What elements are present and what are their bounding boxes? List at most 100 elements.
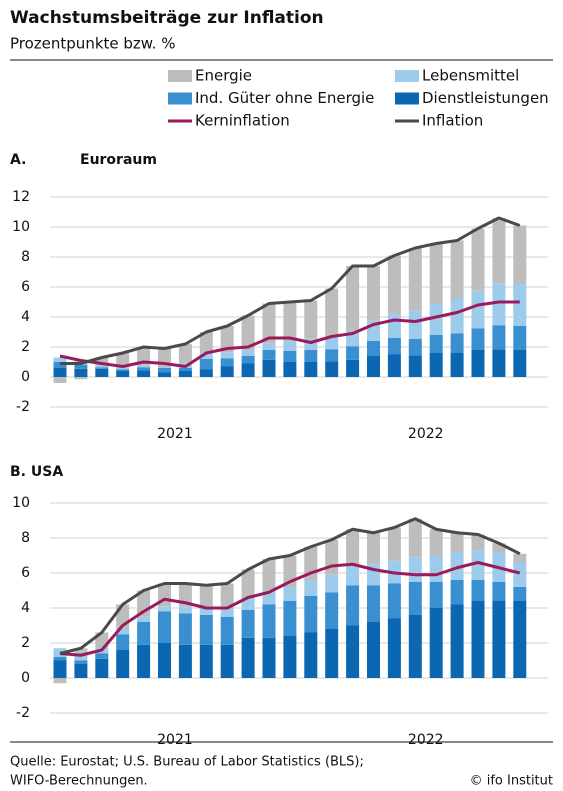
- bar-segment: [116, 371, 130, 377]
- bar-segment: [450, 580, 464, 605]
- bar-segment: [325, 539, 339, 575]
- bar-segment: [262, 637, 276, 678]
- bar-segment: [74, 365, 88, 369]
- bar-segment: [492, 543, 506, 552]
- bar-segment: [346, 266, 360, 331]
- bar-segment: [450, 333, 464, 353]
- bar-segment: [220, 583, 234, 607]
- panel-title: Euroraum: [80, 152, 157, 168]
- bar-segment: [116, 629, 130, 635]
- legend-swatch: [395, 92, 419, 105]
- bar-segment: [346, 566, 360, 586]
- bar-segment: [262, 559, 276, 591]
- bar-segment: [262, 303, 276, 344]
- bar-segment: [178, 344, 192, 363]
- y-tick-label: 6: [21, 279, 30, 295]
- bar-segment: [429, 353, 443, 377]
- bar-segment: [220, 616, 234, 645]
- bar-segment: [429, 243, 443, 304]
- bar-segment: [429, 555, 443, 582]
- bar-segment: [95, 364, 109, 368]
- bar-segment: [513, 562, 527, 587]
- bar-segment: [199, 359, 213, 370]
- bar-segment: [304, 300, 318, 339]
- bar-segment: [116, 369, 130, 371]
- bar-segment: [74, 648, 88, 652]
- bar-segment: [220, 606, 234, 617]
- bar-segment: [137, 365, 151, 368]
- bar-segment: [408, 310, 422, 339]
- bar-segment: [429, 529, 443, 556]
- bar-segment: [137, 367, 151, 371]
- y-tick-label: 0: [21, 369, 30, 385]
- bar-segment: [241, 350, 255, 356]
- bar-segment: [367, 356, 380, 377]
- bar-segment: [262, 343, 276, 350]
- bar-segment: [74, 377, 88, 380]
- bar-segment: [325, 361, 339, 377]
- bar-segment: [408, 581, 422, 615]
- bar-segment: [513, 553, 527, 563]
- bar-segment: [178, 368, 192, 371]
- bar-segment: [325, 335, 339, 350]
- bar-segment: [325, 629, 339, 678]
- bar-segment: [387, 255, 401, 314]
- bar-segment: [387, 527, 401, 561]
- bar-segment: [450, 604, 464, 678]
- line: [60, 216, 521, 365]
- legend-label: Kerninflation: [195, 112, 290, 130]
- line: [59, 300, 520, 368]
- bar-segment: [346, 585, 360, 626]
- legend-swatch: [395, 70, 419, 82]
- bar-segment: [95, 357, 109, 365]
- credit: © ifo Institut: [470, 774, 553, 789]
- bar-segment: [262, 350, 276, 360]
- bar-segment: [158, 606, 171, 612]
- bar-segment: [241, 637, 255, 678]
- bar-segment: [513, 225, 527, 284]
- bar-segment: [74, 664, 88, 678]
- bar-segment: [283, 341, 297, 351]
- bar-segment: [199, 353, 213, 359]
- bar-segment: [471, 290, 485, 329]
- bar-segment: [304, 595, 318, 633]
- y-tick-label: 4: [21, 309, 30, 325]
- bar-segment: [283, 601, 297, 636]
- y-tick-label: 12: [12, 189, 30, 205]
- bar-segment: [158, 366, 171, 368]
- bar-segment: [158, 643, 171, 678]
- y-tick-label: 2: [21, 339, 30, 355]
- bar-segment: [304, 632, 318, 678]
- bar-segment: [387, 314, 401, 338]
- bar-segment: [492, 283, 506, 326]
- bar-segment: [429, 335, 443, 353]
- bar-segment: [346, 625, 360, 678]
- legend-swatch: [168, 92, 192, 105]
- bar-segment: [178, 606, 192, 614]
- bar-segment: [241, 609, 255, 638]
- bar-segment: [283, 350, 297, 362]
- bar-segment: [304, 350, 318, 362]
- legend-label: Inflation: [422, 112, 483, 130]
- bar-segment: [158, 368, 171, 373]
- bar-segment: [283, 636, 297, 678]
- y-tick-label: 10: [12, 219, 30, 235]
- bar-segment: [325, 349, 339, 362]
- bar-segment: [199, 332, 213, 353]
- bar-segment: [199, 615, 213, 645]
- bar-segment: [116, 650, 130, 678]
- bar-segment: [283, 302, 297, 341]
- bar-segment: [53, 660, 67, 678]
- bar-segment: [74, 660, 88, 664]
- bar-segment: [492, 218, 506, 284]
- bar-segment: [471, 328, 485, 350]
- y-tick-label: 6: [21, 565, 30, 581]
- bar-segment: [450, 299, 464, 334]
- bar-segment: [471, 601, 485, 678]
- bar-segment: [116, 353, 130, 368]
- bar-segment: [241, 356, 255, 364]
- bar-segment: [304, 362, 318, 377]
- bar-segment: [387, 583, 401, 619]
- bar-segment: [346, 529, 360, 566]
